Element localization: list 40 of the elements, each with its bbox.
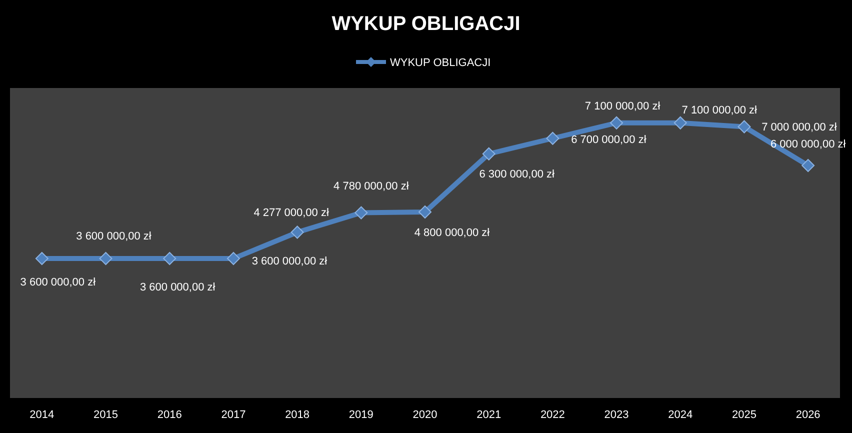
data-label: 7 100 000,00 zł [584, 100, 661, 113]
data-label: 6 300 000,00 zł [479, 168, 556, 181]
x-tick-label: 2017 [221, 409, 246, 421]
data-label: 4 277 000,00 zł [254, 207, 330, 220]
data-label: 3 600 000,00 zł [252, 255, 328, 268]
data-label: 4 800 000,00 zł [414, 226, 490, 239]
x-tick-label: 2022 [540, 409, 565, 421]
x-tick-label: 2021 [476, 409, 502, 421]
point [99, 252, 112, 265]
point [802, 159, 815, 172]
data-label: 3 600 000,00 zł [140, 281, 216, 294]
x-tick-label: 2025 [732, 409, 756, 421]
x-tick-label: 2024 [668, 409, 693, 421]
data-label: 3 600 000,00 zł [76, 230, 152, 242]
x-tick-label: 2015 [94, 409, 118, 421]
point [418, 206, 432, 218]
data-label: 7 000 000,00 zł [762, 122, 838, 134]
x-tick-label: 2023 [604, 409, 629, 421]
data-label: 3 600 000,00 zł [20, 276, 96, 288]
point [290, 226, 304, 239]
point [226, 252, 240, 265]
point [482, 147, 496, 160]
point [354, 206, 368, 220]
data-label: 6 700 000,00 zł [571, 134, 647, 146]
x-tick-label: 2020 [412, 409, 438, 421]
point [738, 120, 751, 134]
x-tick-label: 2026 [796, 409, 820, 421]
x-tick-label: 2014 [30, 409, 54, 421]
data-label: 7 100 000,00 zł [682, 104, 758, 117]
x-tick-label: 2019 [348, 409, 374, 421]
point [163, 252, 176, 265]
point [610, 116, 624, 130]
x-tick-label: 2018 [285, 409, 310, 421]
point [546, 132, 560, 145]
point [35, 252, 48, 265]
point [674, 116, 687, 130]
legend-label: WYKUP OBLIGACJI [390, 56, 491, 69]
chart-title: WYKUP OBLIGACJI [332, 13, 520, 35]
data-label: 4 780 000,00 zł [334, 180, 410, 193]
x-tick-label: 2016 [157, 409, 182, 421]
